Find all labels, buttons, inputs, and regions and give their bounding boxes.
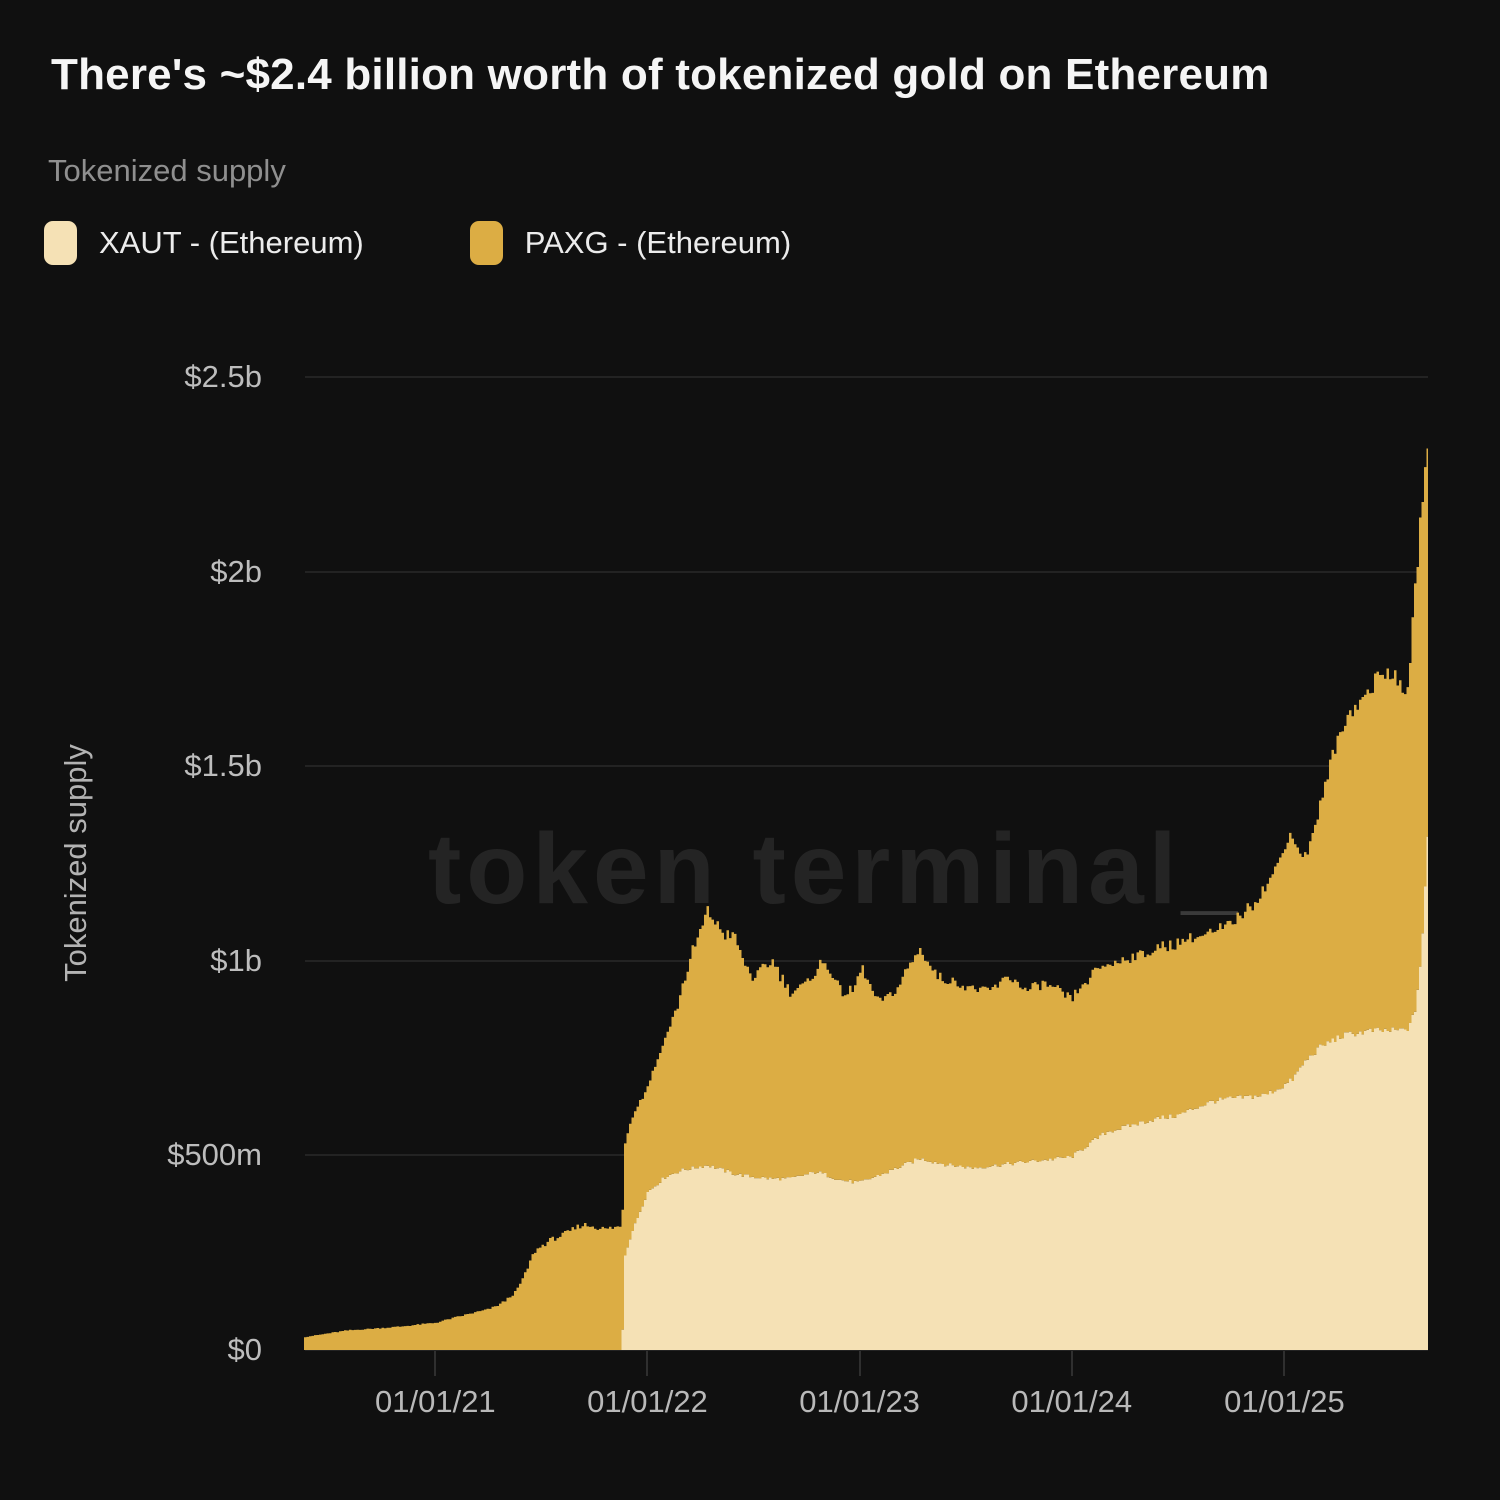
xaut-area — [304, 836, 1428, 1350]
x-axis-tick-label: 01/01/23 — [799, 1384, 920, 1419]
y-axis-tick-label: $1b — [210, 942, 262, 978]
y-axis-tick-label: $2b — [210, 553, 262, 589]
gridline-$1b — [305, 959, 1428, 962]
y-axis-tick-label: $500m — [167, 1137, 262, 1173]
x-axis-tick-label: 01/01/21 — [375, 1384, 496, 1419]
chart-title: There's ~$2.4 billion worth of tokenized… — [51, 50, 1270, 99]
x-axis-tick-mark — [1283, 1351, 1286, 1376]
y-axis-tick-label: $2.5b — [184, 359, 262, 394]
watermark: token terminal_ — [428, 812, 1242, 927]
x-axis-tick-label: 01/01/22 — [587, 1384, 708, 1419]
legend: XAUT - (Ethereum) PAXG - (Ethereum) — [44, 221, 791, 265]
legend-item-paxg[interactable]: PAXG - (Ethereum) — [469, 221, 792, 265]
gridline-$1.5b — [305, 765, 1428, 768]
x-axis-tick-label: 01/01/24 — [1011, 1384, 1133, 1419]
x-axis-tick-mark — [646, 1351, 649, 1376]
legend-label-xaut: XAUT - (Ethereum) — [99, 225, 364, 260]
xaut-swatch-icon — [44, 221, 77, 265]
paxg-swatch-icon — [469, 221, 503, 265]
x-axis-tick-mark — [1070, 1351, 1073, 1376]
watermark-underscore: _ — [1181, 813, 1243, 925]
x-axis-tick-label: 01/01/25 — [1224, 1384, 1345, 1419]
y-axis-tick-label: $1.5b — [184, 748, 262, 784]
gridline-$2b — [305, 570, 1428, 573]
gridline-$2.5b — [305, 376, 1428, 378]
watermark-text: token terminal — [428, 813, 1182, 925]
x-axis-tick-mark — [434, 1351, 437, 1376]
legend-label-paxg: PAXG - (Ethereum) — [524, 225, 792, 260]
y-axis-tick-label: $0 — [227, 1332, 262, 1367]
legend-item-xaut[interactable]: XAUT - (Ethereum) — [44, 221, 364, 265]
chart-subtitle: Tokenized supply — [48, 153, 286, 188]
paxg-area — [304, 448, 1428, 1350]
x-axis-tick-mark — [858, 1351, 861, 1376]
